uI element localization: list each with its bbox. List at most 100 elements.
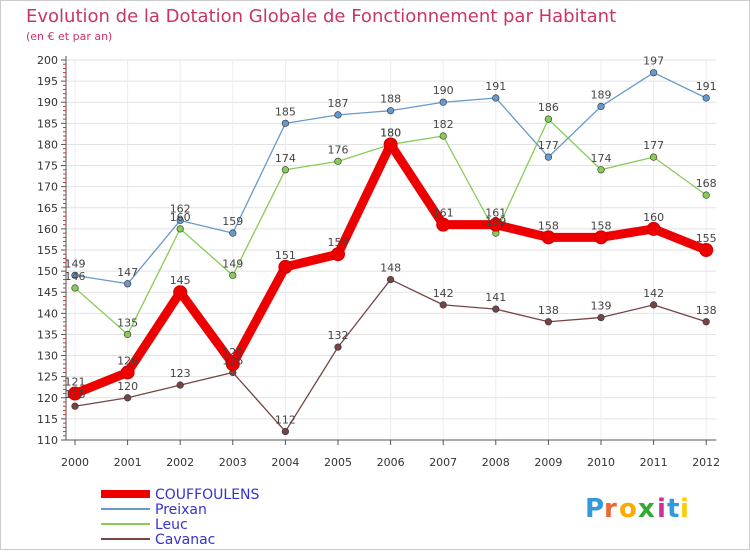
logo-letter: o	[619, 494, 637, 524]
data-label: 145	[170, 274, 191, 287]
logo-letter: x	[638, 494, 655, 524]
data-label: 185	[275, 105, 296, 118]
data-label: 177	[538, 139, 559, 152]
data-label: 146	[65, 270, 86, 283]
data-point	[123, 394, 132, 402]
y-tick-label: 190	[37, 96, 58, 109]
data-label: 159	[485, 215, 506, 228]
data-label: 138	[696, 304, 717, 317]
data-point	[229, 271, 237, 279]
data-label: 126	[117, 354, 138, 367]
data-point	[334, 111, 342, 119]
data-label: 188	[380, 93, 401, 106]
data-point	[439, 98, 447, 106]
y-tick-label: 195	[37, 75, 58, 88]
data-point	[436, 217, 451, 232]
data-labels: 118 120 123 126 112 132 148 142 141 138 139 142 138 1…	[65, 55, 717, 427]
y-tick-label: 160	[37, 223, 58, 236]
data-label: 158	[538, 219, 559, 232]
legend-label: Cavanac	[155, 532, 215, 548]
series-lines	[68, 69, 714, 436]
data-point	[646, 221, 661, 236]
data-point	[71, 284, 79, 292]
x-tick-label: 2000	[61, 456, 89, 469]
data-point	[334, 157, 342, 165]
data-point	[492, 305, 500, 313]
data-point	[383, 137, 398, 152]
data-label: 159	[222, 215, 243, 228]
data-point	[649, 153, 658, 161]
x-tick-label: 2003	[219, 456, 247, 469]
data-label: 154	[328, 236, 349, 249]
data-label: 180	[380, 126, 401, 139]
data-point	[71, 271, 79, 279]
data-label: 126	[222, 354, 243, 367]
data-point	[439, 301, 447, 309]
y-tick-label: 130	[37, 350, 58, 363]
data-label: 187	[328, 97, 349, 110]
y-tick-label: 140	[37, 307, 58, 320]
data-point	[597, 166, 605, 174]
data-label: 112	[275, 414, 296, 427]
data-label: 197	[643, 55, 664, 68]
data-label: 160	[170, 211, 191, 224]
data-label: 147	[117, 266, 138, 279]
data-label: 191	[485, 80, 506, 93]
data-label: 148	[380, 262, 401, 275]
data-point	[281, 166, 290, 174]
data-point	[544, 153, 553, 161]
x-tick-label: 2004	[271, 456, 299, 469]
chart-title: Evolution de la Dotation Globale de Fonc…	[26, 6, 616, 27]
data-label: 149	[65, 257, 86, 270]
data-point	[176, 381, 184, 389]
data-label: 182	[433, 118, 454, 131]
data-point	[439, 132, 447, 140]
data-label: 158	[591, 219, 612, 232]
data-label: 118	[65, 388, 86, 401]
data-point	[281, 119, 290, 127]
data-point	[225, 357, 240, 371]
data-point	[173, 285, 188, 300]
data-point	[544, 318, 553, 326]
y-tick-label: 200	[37, 54, 58, 67]
data-point	[278, 259, 293, 274]
y-tick-label: 115	[37, 413, 58, 426]
y-tick-label: 110	[37, 434, 58, 447]
legend-label: COUFFOULENS	[155, 487, 260, 503]
x-tick-label: 2012	[692, 456, 720, 469]
data-point	[594, 230, 608, 245]
data-point	[492, 94, 500, 102]
y-tick-label: 145	[37, 286, 58, 299]
x-tick-label: 2010	[587, 456, 615, 469]
data-label: 191	[696, 80, 717, 93]
logo-letter: t	[667, 494, 679, 524]
data-label: 190	[433, 84, 454, 97]
data-label: 162	[170, 202, 191, 215]
logo-letter: r	[604, 494, 617, 524]
data-point	[176, 216, 184, 225]
data-point	[702, 94, 710, 102]
data-point	[123, 330, 132, 339]
y-tick-label: 180	[37, 138, 58, 151]
data-label: 142	[433, 287, 454, 300]
x-tick-label: 2009	[534, 456, 562, 469]
data-label: 174	[275, 152, 296, 165]
data-point	[281, 427, 290, 436]
data-label: 141	[485, 291, 506, 304]
data-point	[120, 365, 135, 380]
legend-label: Preixan	[155, 502, 207, 518]
y-tick-label: 185	[37, 117, 58, 130]
data-label: 160	[643, 211, 664, 224]
y-tick-label: 125	[37, 371, 58, 384]
data-point	[68, 386, 82, 401]
data-label: 168	[696, 177, 717, 190]
data-label: 121	[65, 376, 86, 389]
data-point	[702, 318, 710, 326]
data-point	[387, 275, 395, 284]
data-point	[71, 402, 79, 410]
data-label: 180	[380, 126, 401, 139]
data-point	[597, 313, 605, 322]
x-tick-label: 2005	[324, 456, 352, 469]
data-label: 151	[275, 249, 296, 262]
